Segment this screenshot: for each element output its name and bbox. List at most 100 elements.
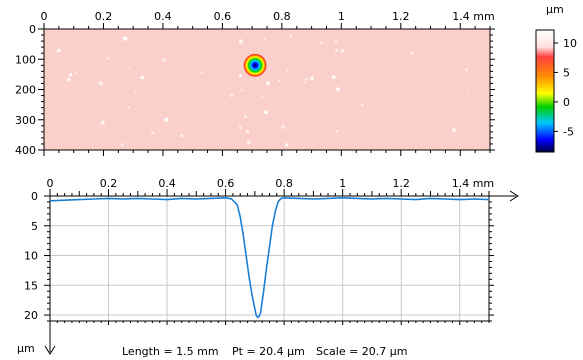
map-speck (151, 131, 154, 135)
map-speck (180, 134, 184, 138)
map-speck (241, 89, 244, 92)
map-speck (238, 74, 243, 78)
profile-x-tick-label: 0.6 (217, 177, 235, 190)
map-speck (263, 37, 266, 41)
profile-x-tick-label: 0.2 (100, 177, 118, 190)
footer-readout: Length = 1.5 mm Pt = 20.4 µm Scale = 20.… (122, 345, 408, 358)
map-surface (44, 29, 490, 150)
map-y-axis: 0 100 200 300 400 (15, 23, 495, 157)
map-speck (256, 79, 259, 81)
profile-y-arrow-head (44, 345, 56, 355)
profile-y-tick-label: 15 (24, 279, 38, 292)
map-speck (452, 128, 456, 132)
map-speck (360, 104, 364, 107)
map-panel: 0 0.2 0.4 0.6 0.8 1 1.2 1.4 mm 0 100 200 300 400 (15, 10, 495, 157)
profile-x-tick-label: 1.4 mm (452, 177, 494, 190)
footer-pt: Pt = 20.4 µm (232, 345, 305, 358)
map-speck (310, 76, 314, 81)
map-speck (100, 120, 105, 125)
map-x-tick-label: 0.2 (95, 10, 113, 23)
map-speck (261, 95, 264, 98)
profile-y-tick-label: 10 (24, 250, 38, 263)
map-speck (121, 36, 123, 39)
map-y-tick-label: 100 (15, 53, 36, 66)
map-speck (264, 110, 268, 115)
map-speck (80, 131, 83, 134)
map-speck (69, 73, 73, 77)
footer-length: Length = 1.5 mm (122, 345, 219, 358)
map-speck (465, 68, 468, 72)
profile-y-tick-label: 0 (31, 190, 38, 203)
map-y-tick-label: 200 (15, 84, 36, 97)
map-x-tick-label: 0 (41, 10, 48, 23)
map-speck (161, 57, 166, 62)
map-speck (303, 81, 306, 84)
map-speck (56, 48, 61, 53)
map-speck (238, 39, 243, 44)
map-speck (98, 81, 103, 86)
map-speck (331, 75, 336, 80)
profile-x-tick-label: 0 (47, 177, 54, 190)
map-speck (75, 72, 78, 75)
map-speck (164, 117, 169, 122)
colorbar-ticks: 10 5 0 -5 (554, 37, 577, 138)
map-x-tick-label: 0.6 (214, 10, 232, 23)
profile-x-tick-label: 0.4 (158, 177, 176, 190)
map-speck (393, 47, 396, 50)
map-speck (410, 51, 413, 55)
profile-x-tick-label: 1 (339, 177, 346, 190)
profile-y-unit-label: µm (17, 342, 35, 355)
profile-x-tick-label: 1.2 (392, 177, 410, 190)
map-speck (336, 130, 339, 133)
map-speck (246, 130, 250, 134)
map-speck (164, 140, 166, 142)
map-speck (201, 71, 203, 74)
map-speck (334, 48, 339, 53)
map-x-tick-label: 1.4 mm (452, 10, 494, 23)
map-feature-pit (243, 53, 267, 78)
map-speck (128, 66, 131, 69)
map-speck (266, 81, 270, 86)
profile-grid (50, 196, 489, 321)
map-x-axis: 0 0.2 0.4 0.6 0.8 1 1.2 1.4 mm (41, 10, 495, 156)
map-speck (467, 90, 470, 92)
map-speck (127, 106, 130, 109)
map-speck (285, 143, 289, 147)
colorbar-tick-label: 10 (563, 37, 577, 50)
map-specks (56, 34, 470, 147)
colorbar-tick-label: -5 (563, 125, 574, 138)
map-speck (340, 49, 344, 53)
profile-x-arrow-head (509, 190, 519, 202)
map-y-tick-label: 300 (15, 114, 36, 127)
map-speck (286, 69, 289, 72)
map-speck (121, 143, 124, 146)
map-speck (229, 93, 234, 97)
map-x-tick-label: 1.2 (392, 10, 410, 23)
colorbar-gradient (535, 29, 555, 153)
colorbar-unit-label: µm (546, 3, 564, 16)
map-x-tick-label: 0.8 (273, 10, 291, 23)
profile-panel: 0 0.2 0.4 0.6 0.8 1 1.2 1.4 mm 0 5 10 15 20 µm (17, 177, 519, 355)
map-speck (289, 34, 293, 37)
colorbar-tick-label: 5 (563, 66, 570, 79)
profile-x-axis: 0 0.2 0.4 0.6 0.8 1 1.2 1.4 mm (47, 177, 494, 325)
profile-plot-area (50, 196, 489, 321)
map-speck (334, 40, 338, 44)
profile-y-tick-label: 20 (24, 309, 38, 322)
footer-scale: Scale = 20.7 µm (316, 345, 408, 358)
map-speck (134, 91, 137, 94)
colorbar: µm 10 5 0 -5 (535, 3, 577, 153)
map-x-tick-label: 1 (338, 10, 345, 23)
map-speck (281, 124, 286, 129)
map-speck (106, 56, 109, 60)
profile-series-line (49, 196, 490, 319)
map-speck (123, 36, 128, 41)
colorbar-tick-label: 0 (563, 96, 570, 109)
map-speck (335, 87, 341, 92)
map-speck (278, 79, 281, 82)
map-y-tick-label: 0 (29, 23, 36, 36)
map-speck (140, 75, 144, 80)
profile-x-tick-label: 0.8 (275, 177, 293, 190)
map-speck (246, 140, 251, 145)
